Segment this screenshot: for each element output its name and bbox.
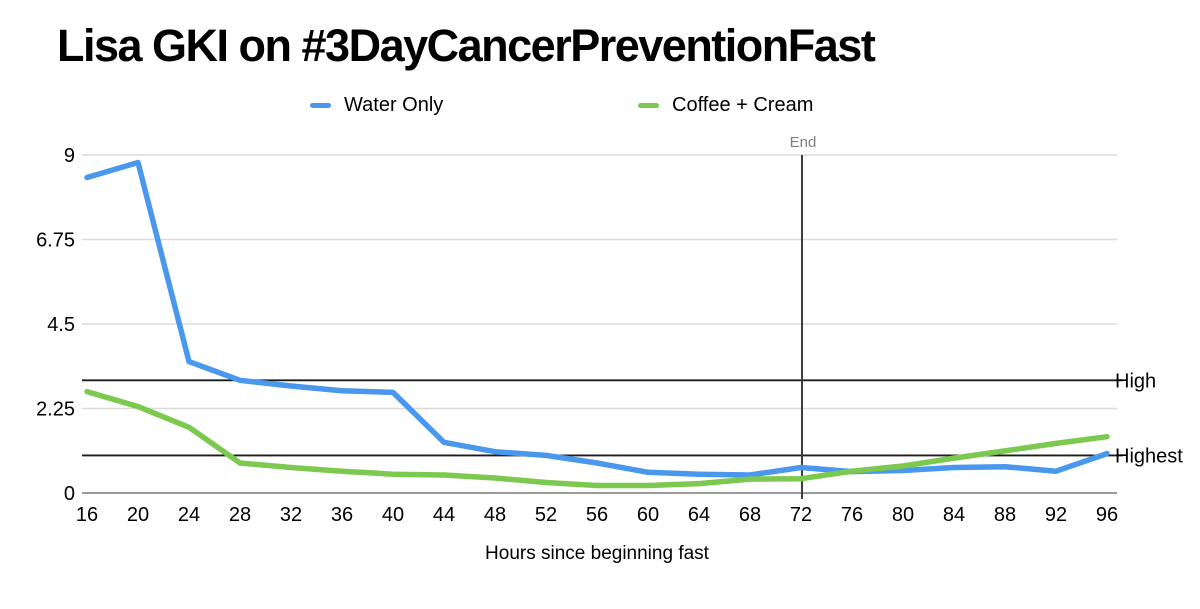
x-tick-label: 92 — [1045, 504, 1067, 526]
series-line-water-only — [84, 159, 1110, 478]
x-tick-label: 48 — [484, 504, 506, 526]
x-tick-label: 16 — [76, 504, 98, 526]
legend-swatch-coffee-cream — [638, 103, 659, 108]
x-tick-label: 32 — [280, 504, 302, 526]
chart-title: Lisa GKI on #3DayCancerPreventionFast — [57, 20, 876, 71]
legend-swatch-water-only — [310, 103, 331, 108]
x-tick-label: 68 — [739, 504, 761, 526]
x-tick-label: 96 — [1096, 504, 1118, 526]
legend-item-water-only: Water Only — [310, 94, 443, 117]
y-tick-label: 0 — [64, 483, 75, 505]
x-tick-label: 72 — [790, 504, 812, 526]
x-tick-label: 20 — [127, 504, 149, 526]
x-tick-label: 88 — [994, 504, 1016, 526]
x-tick-label: 40 — [382, 504, 404, 526]
x-tick-label: 84 — [943, 504, 965, 526]
legend-label: Water Only — [344, 94, 444, 116]
reference-line-label-high: High — [1115, 370, 1156, 392]
legend-label: Coffee + Cream — [672, 94, 814, 116]
x-tick-label: 36 — [331, 504, 353, 526]
reference-line-label-highest: Highest — [1115, 445, 1183, 467]
x-tick-label: 60 — [637, 504, 659, 526]
x-tick-label: 24 — [178, 504, 200, 526]
series-line-coffee-cream — [84, 388, 1110, 489]
x-tick-label: 28 — [229, 504, 251, 526]
x-tick-label: 44 — [433, 504, 455, 526]
x-tick-label: 52 — [535, 504, 557, 526]
end-marker-label: End — [790, 134, 817, 151]
x-tick-label: 56 — [586, 504, 608, 526]
x-tick-label: 64 — [688, 504, 710, 526]
x-axis-title: Hours since beginning fast — [485, 543, 710, 564]
legend-item-coffee-cream: Coffee + Cream — [638, 94, 813, 117]
y-tick-label: 2.25 — [36, 399, 75, 421]
y-tick-label: 4.5 — [47, 314, 75, 336]
y-tick-label: 6.75 — [36, 230, 75, 252]
x-tick-label: 76 — [841, 504, 863, 526]
y-tick-label: 9 — [64, 145, 75, 167]
x-tick-label: 80 — [892, 504, 914, 526]
